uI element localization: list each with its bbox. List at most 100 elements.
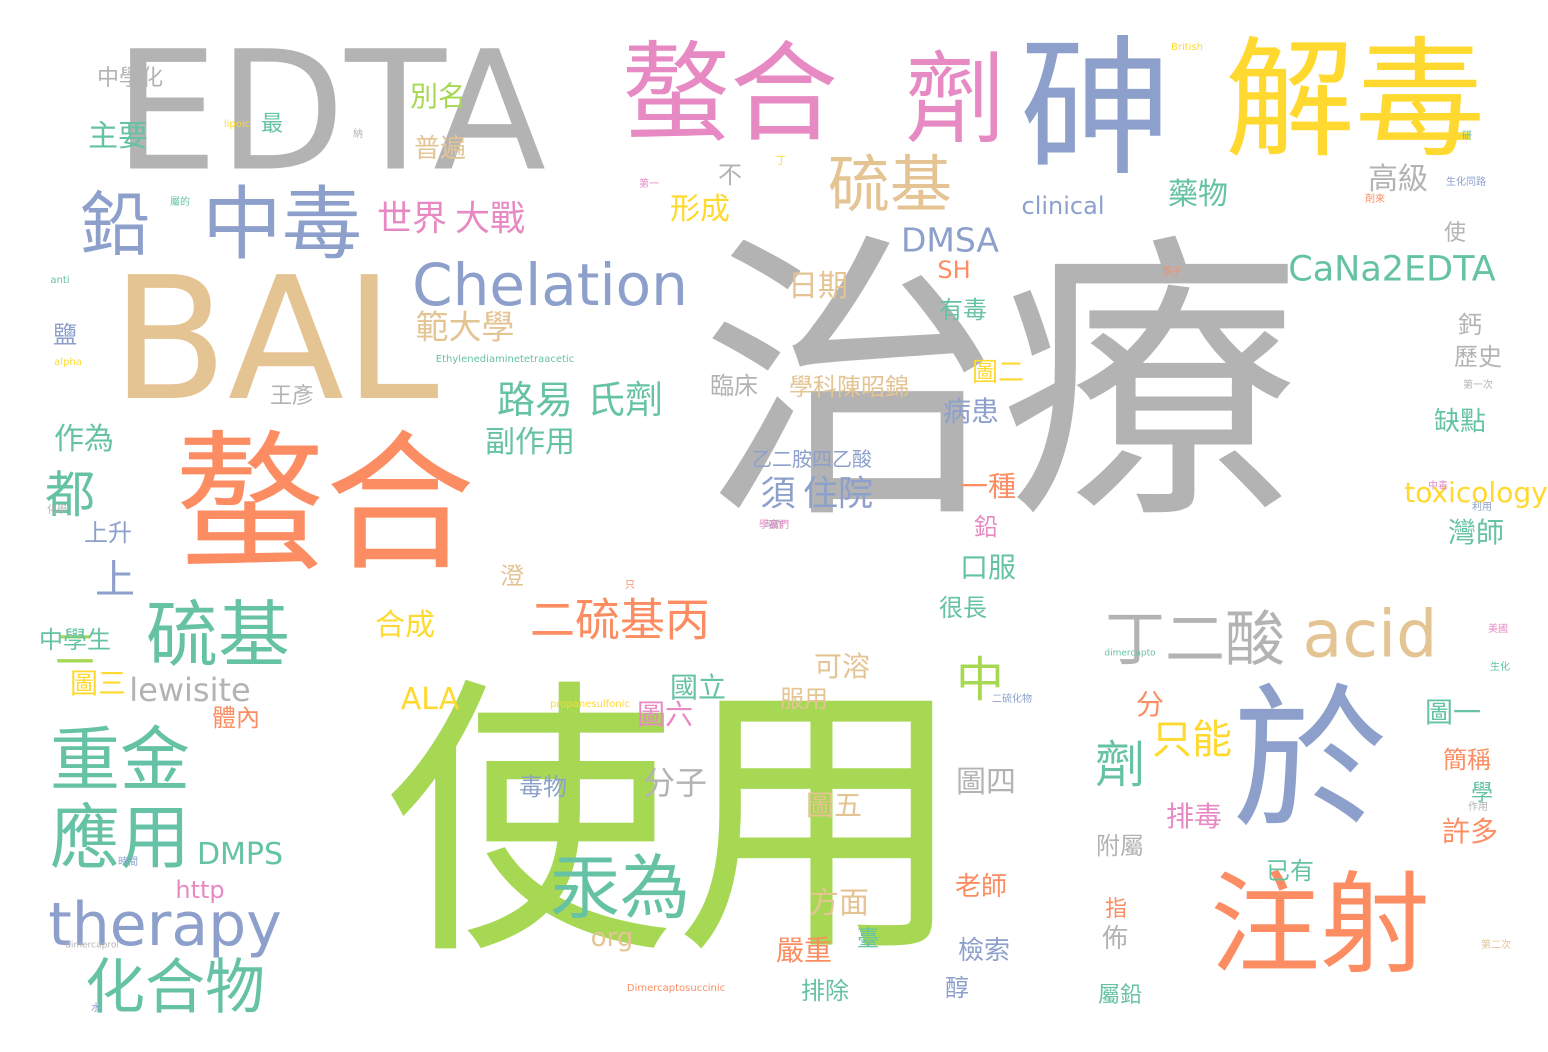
cloud-word: 範大學 [415, 307, 515, 347]
cloud-word: 生化同路 [1446, 177, 1486, 188]
cloud-word: 學 [1470, 781, 1494, 806]
cloud-word: 日期 [788, 269, 848, 304]
cloud-word: dimercapto [1104, 648, 1156, 659]
cloud-word: dimercaprol [65, 940, 119, 951]
cloud-word: 鹽 [53, 321, 77, 349]
cloud-word: Ethylenediaminetetraacetic [435, 354, 575, 365]
cloud-word: acid [1302, 597, 1438, 673]
cloud-word: 圖四 [956, 765, 1016, 800]
cloud-word: http [175, 876, 225, 904]
cloud-word: 重金 [50, 719, 190, 801]
cloud-word: lewisite [129, 671, 251, 709]
cloud-word: 汞為 [550, 847, 690, 929]
cloud-word: 中學化 [96, 66, 164, 91]
cloud-word: 納 [353, 129, 363, 140]
cloud-word: 螯合 [174, 418, 476, 592]
cloud-word: 排毒 [1165, 800, 1223, 833]
cloud-word: CaNa2EDTA [1288, 249, 1496, 290]
cloud-word: 圖六 [636, 698, 694, 731]
cloud-word: toxicology [1404, 476, 1548, 509]
cloud-word: 大戰 [454, 199, 526, 240]
cloud-word: 鉛 [80, 184, 150, 266]
cloud-word: 高 [769, 520, 779, 531]
cloud-word: 別名 [409, 80, 467, 113]
cloud-word: BAL [111, 241, 439, 439]
cloud-word: 口服 [959, 551, 1017, 584]
cloud-word: 缺點 [1433, 407, 1487, 437]
cloud-word: 二硫化物 [992, 694, 1032, 705]
cloud-word: 分子 [642, 764, 708, 802]
cloud-word: 澄 [500, 562, 524, 590]
cloud-word: org [590, 923, 634, 953]
cloud-word: 第一次 [1463, 380, 1493, 391]
cloud-word: 形成 [670, 192, 730, 227]
cloud-word: 檢索 [957, 936, 1011, 966]
cloud-word: 研 [1462, 131, 1472, 142]
cloud-word: Dimercaptosuccinic [626, 983, 726, 994]
cloud-word: 很長 [939, 594, 987, 622]
cloud-word: 學家們 [759, 520, 789, 531]
cloud-word: DMPS [196, 837, 284, 872]
cloud-word: 注射 [1210, 861, 1430, 989]
cloud-word: 體內 [212, 704, 260, 732]
cloud-word: 指 [1104, 897, 1128, 922]
cloud-word: 一種 [959, 470, 1017, 503]
cloud-word: 排除 [801, 977, 849, 1005]
cloud-word: 歷史 [1454, 343, 1502, 371]
cloud-word: 不 [718, 161, 742, 189]
cloud-word: 圖三 [69, 667, 127, 700]
cloud-word: 佈 [1101, 924, 1129, 954]
cloud-word: DMSA [900, 220, 1000, 260]
cloud-word: clinical [1021, 192, 1105, 220]
cloud-word: 圖五 [805, 789, 863, 822]
cloud-word: 化合物 [85, 953, 265, 1023]
cloud-word: 中 [955, 652, 1005, 708]
cloud-word: ALA [400, 682, 460, 717]
cloud-word: 第一 [639, 179, 659, 190]
cloud-word: 有毒 [939, 296, 987, 324]
cloud-word: 氏劑 [586, 378, 664, 422]
cloud-word: 砷 [1019, 23, 1171, 197]
cloud-word: 二硫基丙 [529, 593, 711, 647]
cloud-word: anti [50, 275, 70, 286]
cloud-word: 合成 [375, 608, 435, 643]
cloud-word: 利用 [1472, 502, 1492, 513]
cloud-word: 圖一 [1424, 696, 1482, 729]
cloud-word: 上升 [84, 519, 132, 547]
cloud-word: 可溶 [813, 650, 871, 683]
cloud-word: 中學生 [39, 626, 111, 654]
cloud-word: 已有 [1266, 857, 1314, 885]
cloud-word: 原子 [1162, 267, 1182, 278]
cloud-word: 國立 [669, 671, 727, 704]
cloud-word: 第二次 [1481, 940, 1511, 951]
cloud-word: 水 [91, 1003, 101, 1014]
cloud-word: 附屬 [1096, 832, 1144, 860]
cloud-word: 劑 [905, 41, 1005, 158]
cloud-word: lipoic [223, 119, 251, 130]
cloud-word: 世界 [376, 199, 448, 240]
cloud-word: 醇 [945, 974, 969, 1002]
cloud-word: 解毒 [1224, 24, 1486, 176]
cloud-word: SH [937, 256, 971, 284]
cloud-word: 剤來 [1365, 194, 1385, 205]
cloud-word: 中毒 [202, 178, 362, 271]
cloud-word: 普遍 [413, 134, 467, 164]
cloud-word: 可作 [764, 520, 784, 531]
cloud-word: 化學 [47, 505, 67, 516]
cloud-word: Chelation [412, 251, 688, 319]
cloud-word: 硫基 [827, 148, 953, 221]
cloud-word: 路易 [496, 378, 574, 422]
cloud-word: 鐵 [180, 202, 182, 204]
cloud-word: 鉛 [974, 513, 998, 541]
cloud-word: 只 [625, 580, 635, 591]
cloud-word: 圖二 [971, 358, 1025, 388]
cloud-word: 使 [1443, 221, 1467, 246]
cloud-word: therapy [48, 890, 282, 960]
cloud-word: 住院 [802, 474, 874, 515]
cloud-word: 藥物 [1168, 177, 1228, 212]
cloud-word: 上 [95, 557, 135, 603]
cloud-word: 方面 [809, 886, 869, 921]
cloud-word: 高級 [1368, 162, 1428, 197]
cloud-word: 王彥 [269, 384, 315, 409]
